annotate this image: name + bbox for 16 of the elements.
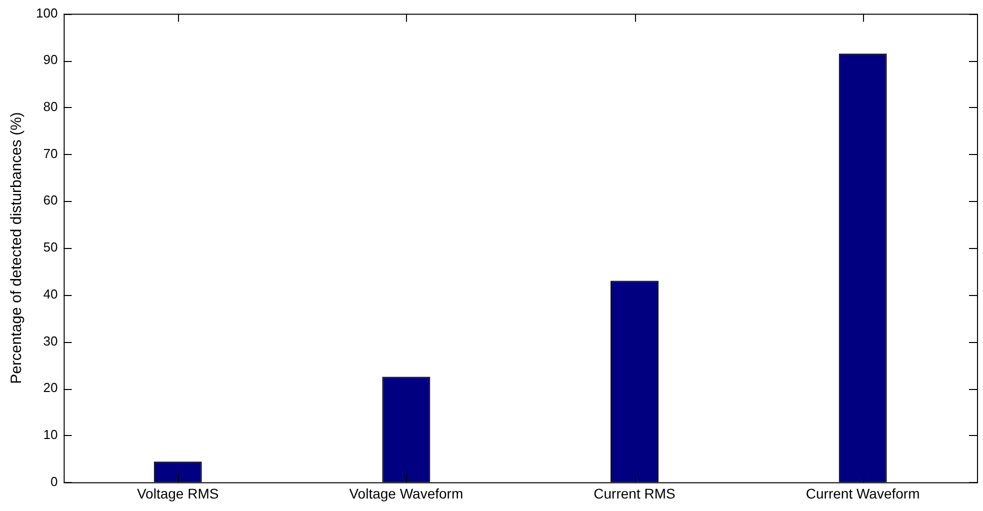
- y-tick-label: 20: [43, 380, 58, 396]
- y-tick-label: 50: [43, 240, 58, 255]
- y-tick-label: 70: [43, 146, 58, 161]
- y-tick-label: 30: [43, 333, 58, 348]
- y-tick-label: 10: [43, 426, 58, 442]
- x-tick-label: Current Waveform: [806, 485, 920, 502]
- y-tick-label: 0: [50, 474, 58, 489]
- y-tick-label: 100: [36, 5, 58, 20]
- y-tick-label: 40: [43, 286, 58, 302]
- y-tick-label: 60: [43, 192, 58, 208]
- y-tick-label: 80: [43, 99, 58, 114]
- y-tick-label: 90: [43, 52, 58, 68]
- x-tick-label: Voltage Waveform: [349, 485, 464, 502]
- y-axis-title: Percentage of detected disturbances (%): [8, 112, 26, 384]
- x-tick-label: Voltage RMS: [136, 485, 219, 502]
- x-tick-label: Current RMS: [594, 485, 676, 502]
